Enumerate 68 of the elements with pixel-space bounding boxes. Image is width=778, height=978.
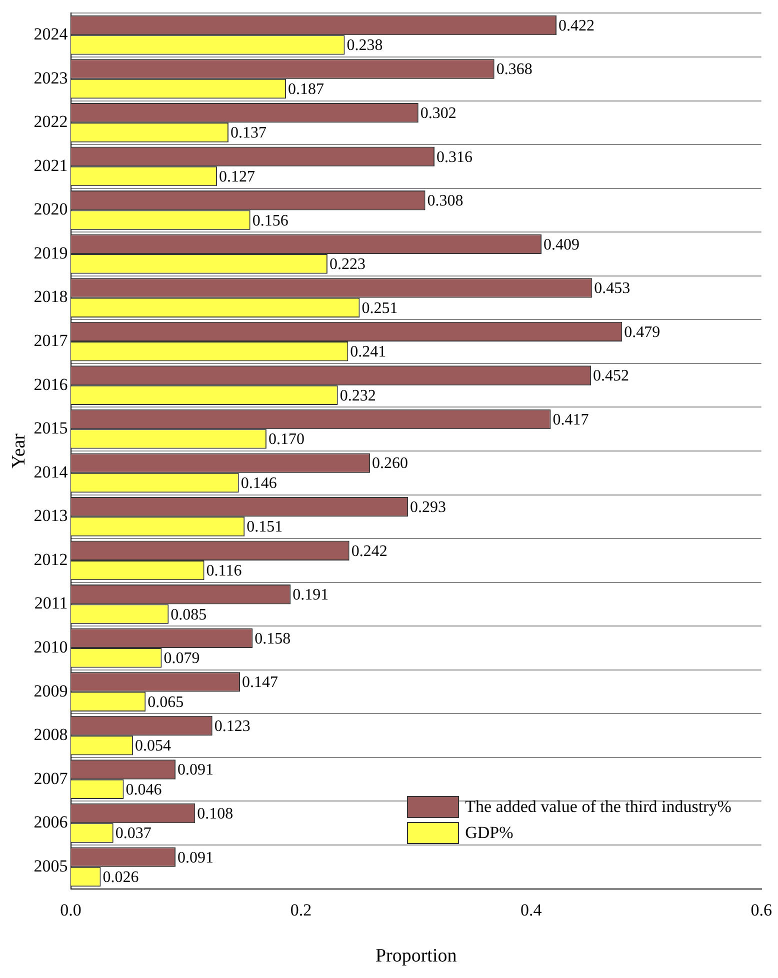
data-label: 0.065	[148, 694, 184, 711]
data-label: 0.146	[240, 474, 277, 492]
y-tick-label: 2010	[34, 637, 68, 656]
y-tick-label: 2015	[34, 418, 68, 438]
data-label: 0.054	[134, 738, 171, 755]
y-tick-label: 2011	[34, 594, 68, 613]
y-tick-label: 2017	[34, 331, 68, 350]
legend-label: The added value of the third industry%	[465, 796, 732, 817]
x-tick-label: 0.6	[750, 900, 772, 920]
data-label: 0.242	[351, 542, 388, 560]
y-tick-label: 2007	[34, 768, 68, 788]
y-tick-label: 2022	[34, 112, 68, 132]
y-tick-label: 2006	[34, 812, 68, 832]
data-label: 0.026	[102, 868, 139, 886]
legend-label: GDP%	[465, 822, 514, 843]
data-label: 0.452	[593, 368, 630, 385]
data-label: 0.191	[292, 586, 329, 604]
data-label: 0.085	[170, 606, 207, 624]
x-tick-label: 0.4	[520, 900, 542, 920]
data-label: 0.037	[115, 825, 152, 842]
data-label: 0.223	[329, 256, 366, 274]
data-label: 0.170	[268, 431, 304, 448]
data-label: 0.137	[230, 124, 266, 142]
data-label: 0.046	[126, 781, 162, 798]
data-label: 0.453	[594, 280, 630, 298]
data-label: 0.417	[552, 411, 589, 428]
data-label: 0.116	[206, 562, 242, 580]
y-tick-label: 2005	[34, 856, 68, 876]
data-label: 0.151	[246, 518, 283, 536]
y-tick-label: 2009	[34, 681, 68, 700]
data-label: 0.091	[178, 849, 214, 866]
data-label: 0.232	[340, 387, 376, 404]
y-tick-label: 2014	[34, 462, 68, 482]
y-axis-title: Year	[8, 432, 30, 469]
x-axis-title: Proportion	[375, 946, 458, 967]
data-label: 0.479	[624, 324, 660, 341]
data-label: 0.187	[288, 80, 324, 98]
y-tick-label: 2021	[34, 156, 68, 175]
data-label: 0.108	[197, 805, 234, 822]
y-tick-label: 2013	[34, 506, 68, 526]
data-label: 0.251	[362, 300, 398, 317]
y-tick-label: 2018	[34, 287, 68, 306]
y-tick-label: 2020	[34, 200, 68, 219]
data-label: 0.156	[252, 212, 288, 230]
data-label: 0.293	[410, 499, 446, 516]
data-label: 0.260	[372, 455, 408, 472]
data-label: 0.079	[164, 650, 200, 668]
data-label: 0.302	[420, 105, 456, 122]
data-label: 0.422	[558, 17, 595, 34]
data-label: 0.158	[254, 630, 291, 648]
data-label: 0.091	[178, 762, 214, 779]
y-tick-label: 2024	[34, 24, 68, 44]
y-tick-label: 2008	[34, 725, 68, 744]
data-label: 0.316	[436, 148, 473, 166]
y-tick-label: 2019	[34, 243, 68, 262]
y-tick-label: 2016	[34, 374, 68, 394]
x-tick-label: 0.2	[290, 900, 312, 920]
data-label: 0.123	[214, 718, 250, 735]
data-label: 0.238	[346, 37, 383, 54]
data-label: 0.241	[350, 344, 386, 361]
y-tick-label: 2023	[34, 68, 68, 88]
data-label: 0.409	[544, 236, 580, 254]
x-tick-label: 0.0	[60, 900, 82, 920]
data-label: 0.308	[427, 192, 464, 210]
data-label: 0.127	[218, 168, 255, 186]
y-tick-label: 2012	[34, 550, 68, 569]
data-label: 0.147	[242, 674, 278, 692]
data-label: 0.368	[496, 61, 532, 78]
